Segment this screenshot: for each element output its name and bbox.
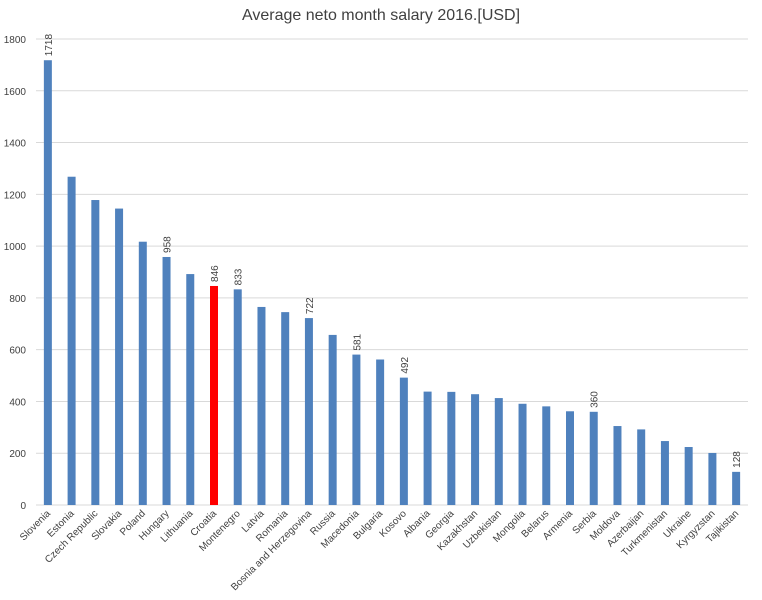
y-tick-label: 600 [9, 346, 26, 357]
y-tick-label: 1400 [4, 139, 27, 150]
y-tick-label: 1800 [4, 35, 27, 46]
y-tick-label: 1600 [4, 87, 27, 98]
bar [684, 447, 693, 505]
bar [233, 289, 242, 505]
data-label: 833 [234, 268, 245, 285]
chart-title: Average neto month salary 2016.[USD] [241, 7, 521, 24]
bar [186, 274, 195, 505]
bar [352, 354, 361, 505]
bar [376, 359, 385, 505]
bar [257, 306, 266, 505]
bar [162, 256, 171, 505]
bar [613, 426, 622, 505]
data-label: 1718 [44, 34, 55, 57]
bar [447, 391, 456, 505]
bar [304, 318, 313, 505]
y-tick-label: 0 [20, 501, 26, 512]
y-tick-label: 1200 [4, 190, 27, 201]
bar [518, 403, 527, 505]
bar [732, 471, 741, 505]
bar [281, 312, 290, 505]
data-label: 360 [590, 391, 601, 408]
bar [542, 406, 551, 505]
bar [660, 441, 669, 505]
bar [328, 334, 337, 505]
bar [91, 200, 100, 506]
y-tick-label: 200 [9, 449, 26, 460]
data-label: 846 [210, 265, 221, 282]
y-tick-label: 400 [9, 397, 26, 408]
bar [589, 411, 598, 505]
y-tick-label: 1000 [4, 242, 27, 253]
data-label: 128 [732, 451, 743, 468]
bar [43, 60, 52, 506]
data-label: 492 [400, 357, 411, 374]
bar [210, 285, 218, 505]
bar [494, 398, 503, 505]
bar [708, 452, 717, 505]
x-tick-label: Slovenia [18, 508, 53, 543]
y-tick-label: 800 [9, 294, 26, 305]
bar [637, 429, 646, 505]
data-label: 581 [352, 333, 363, 350]
bar [67, 176, 76, 505]
bar [471, 394, 480, 505]
bar [566, 411, 574, 505]
data-label: 958 [163, 236, 174, 253]
bar [423, 391, 432, 505]
data-label: 722 [305, 297, 316, 314]
bar [399, 377, 408, 505]
bar [115, 208, 124, 506]
bar [138, 241, 147, 505]
